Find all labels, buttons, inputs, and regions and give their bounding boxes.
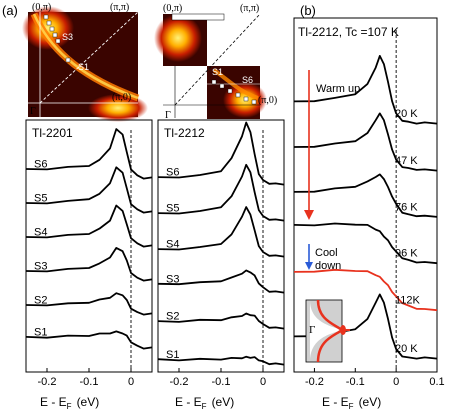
- fermi-surface-map-2212: S1 S6 (0,π) (π,π) (π,0) Γ: [154, 3, 277, 121]
- x-axis-title: E - EF (eV): [40, 395, 99, 411]
- x-axis-title: E - EF (eV): [175, 395, 234, 411]
- series-label: S6: [34, 159, 47, 171]
- spectrum-s2: [157, 312, 285, 330]
- series-label: S3: [34, 261, 47, 273]
- spectrum-s3: [25, 246, 153, 282]
- cut-markers: [43, 14, 71, 63]
- x-axis-title: E - EF (eV): [322, 395, 381, 411]
- fermi-surface-map-2201: S3 S1 (0,π) (π,π) (π,0) Γ: [22, 2, 148, 122]
- series-label: 76 K: [395, 201, 418, 213]
- x-tick-label: -0.2: [38, 376, 57, 388]
- x-tick-label: -0.1: [346, 376, 365, 388]
- cut-label-s6: S6: [242, 75, 253, 85]
- spectra-panel-temperature: Tl-2212, Tc =107 K 20 K 112K 96 K 76 K 47 K 2…: [293, 17, 445, 388]
- spectrum-s4: [25, 204, 153, 248]
- cut-label-s3: S3: [62, 32, 73, 42]
- spectra-panel-tl2212: Tl-2212 S1 S2 S3 S4 S5 S6 -0.2 -0.1 0: [157, 119, 285, 388]
- x-tick-label: 0.1: [429, 376, 444, 388]
- spectrum-s4: [157, 206, 285, 258]
- spectrum-s1: [25, 330, 153, 350]
- series-label: 47 K: [395, 155, 418, 167]
- x-axis-unit: (eV): [77, 395, 100, 409]
- spectra-panel-tl2201: Tl-2201 S1 S2 S3 S4 S5 S6 -0.2 -0.1 0: [25, 119, 153, 388]
- spectrum-s3: [157, 269, 285, 294]
- series-label: S2: [166, 311, 179, 323]
- series-label: S2: [34, 295, 47, 307]
- x-axis-sub: F: [349, 402, 354, 411]
- series-label: S5: [166, 203, 179, 215]
- series-label: 20 K: [395, 108, 418, 120]
- x-axis-main: E - E: [175, 395, 202, 409]
- cool-down-word-2: down: [315, 260, 341, 272]
- panel-title: Tl-2201: [32, 126, 73, 140]
- series-label: S4: [34, 227, 47, 239]
- bz-corner-pipi: (π,π): [110, 2, 129, 13]
- x-axis-sub: F: [202, 402, 207, 411]
- series-label: 112K: [395, 295, 421, 307]
- series-label: 96 K: [395, 248, 418, 260]
- spectrum-47k: [293, 112, 438, 172]
- warm-up-arrowhead: [304, 210, 314, 220]
- x-tick-label: 0: [393, 376, 399, 388]
- spectrum-96k: [293, 222, 438, 265]
- series-label: S3: [166, 273, 179, 285]
- series-label: S6: [166, 167, 179, 179]
- x-axis-main: E - E: [322, 395, 349, 409]
- cut-markers: [211, 79, 257, 105]
- x-tick-label: -0.1: [80, 376, 99, 388]
- x-axis-unit: (eV): [212, 395, 235, 409]
- spectrum-76k: [293, 173, 438, 218]
- x-axis-unit: (eV): [359, 395, 382, 409]
- panel-b-label: (b): [300, 3, 316, 18]
- panel-title: Tl-2212: [164, 126, 205, 140]
- cool-down-word-1: Cool: [315, 247, 338, 259]
- fermi-surface-inset: Γ: [305, 299, 350, 363]
- series-label: S1: [34, 327, 47, 339]
- x-tick-label: 0: [260, 376, 266, 388]
- x-tick-label: -0.2: [305, 376, 324, 388]
- panel-title: Tl-2212, Tc =107 K: [298, 25, 399, 39]
- panel-a-label: (a): [2, 3, 18, 18]
- series-label: S4: [166, 239, 179, 251]
- spectrum-20k: [293, 55, 438, 125]
- cut-label-s1: S1: [212, 67, 223, 77]
- spectrum-s5: [157, 163, 285, 222]
- cool-down-label: Cool down: [315, 247, 341, 272]
- series-label: S5: [34, 193, 47, 205]
- series-label: 20 K: [395, 343, 418, 355]
- spectrum-s1: [157, 355, 285, 366]
- spectrum-112k: [293, 268, 438, 312]
- bz-corner-pi0: (π,0): [112, 92, 131, 103]
- x-axis-sub: F: [67, 402, 72, 411]
- x-tick-label: -0.2: [170, 376, 189, 388]
- bz-corner-pi0: (π,0): [258, 95, 277, 106]
- bz-corner-pipi: (π,π): [240, 3, 259, 14]
- series-label: S1: [166, 349, 179, 361]
- x-tick-label: 0: [128, 376, 134, 388]
- spectrum-s6: [157, 121, 285, 186]
- bz-gamma: Γ: [165, 110, 171, 121]
- spectrum-s2: [25, 292, 153, 316]
- inset-gamma: Γ: [309, 324, 315, 336]
- spectrum-s5: [25, 166, 153, 214]
- cut-label-s1: S1: [78, 62, 89, 72]
- warm-up-label: Warm up: [316, 83, 360, 95]
- bz-corner-0pi: (0,π): [163, 3, 182, 14]
- spectrum-s6: [25, 128, 153, 180]
- bz-corner-0pi: (0,π): [32, 2, 51, 13]
- cool-down-arrowhead: [305, 262, 313, 270]
- x-axis-main: E - E: [40, 395, 67, 409]
- bz-gamma: Γ: [30, 106, 36, 117]
- x-tick-label: -0.1: [212, 376, 231, 388]
